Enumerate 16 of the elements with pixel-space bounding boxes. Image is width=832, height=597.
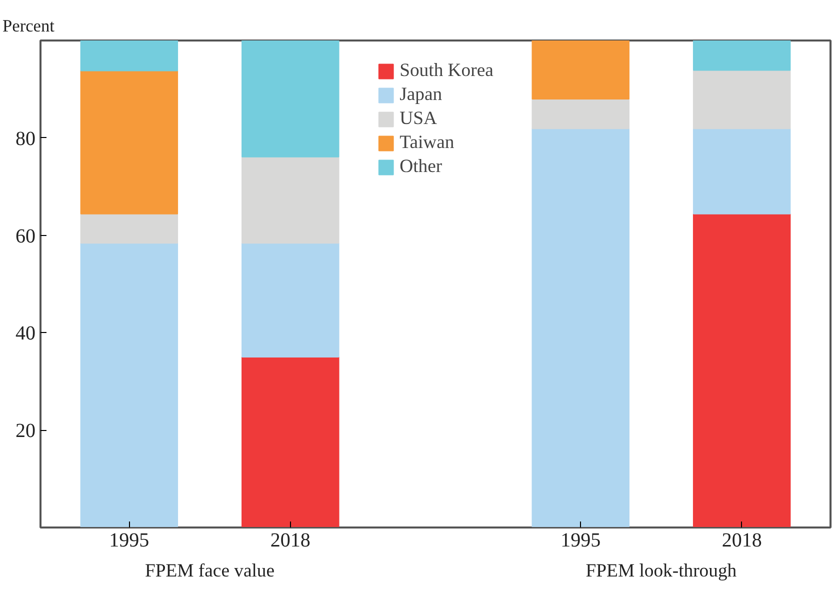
x-tick-label: 2018 xyxy=(270,530,310,552)
y-tick-label: 60 xyxy=(16,225,36,248)
y-axis-title: Percent xyxy=(2,16,55,36)
y-tick-label: 20 xyxy=(16,420,36,442)
x-tick-label: 1995 xyxy=(109,530,150,552)
y-tick-label: 80 xyxy=(16,128,36,150)
legend-label: Other xyxy=(400,156,442,178)
legend-label: Taiwan xyxy=(400,132,454,154)
text: FPEM look-through xyxy=(586,560,738,582)
y-tick-label: 40 xyxy=(16,322,36,345)
x-tick-label: 2018 xyxy=(722,530,762,552)
legend-label: South Korea xyxy=(400,60,494,82)
text: FPEM face value xyxy=(145,560,275,582)
x-tick-label: 1995 xyxy=(560,530,601,552)
legend-label: USA xyxy=(400,108,437,130)
legend-label: Japan xyxy=(400,84,442,106)
